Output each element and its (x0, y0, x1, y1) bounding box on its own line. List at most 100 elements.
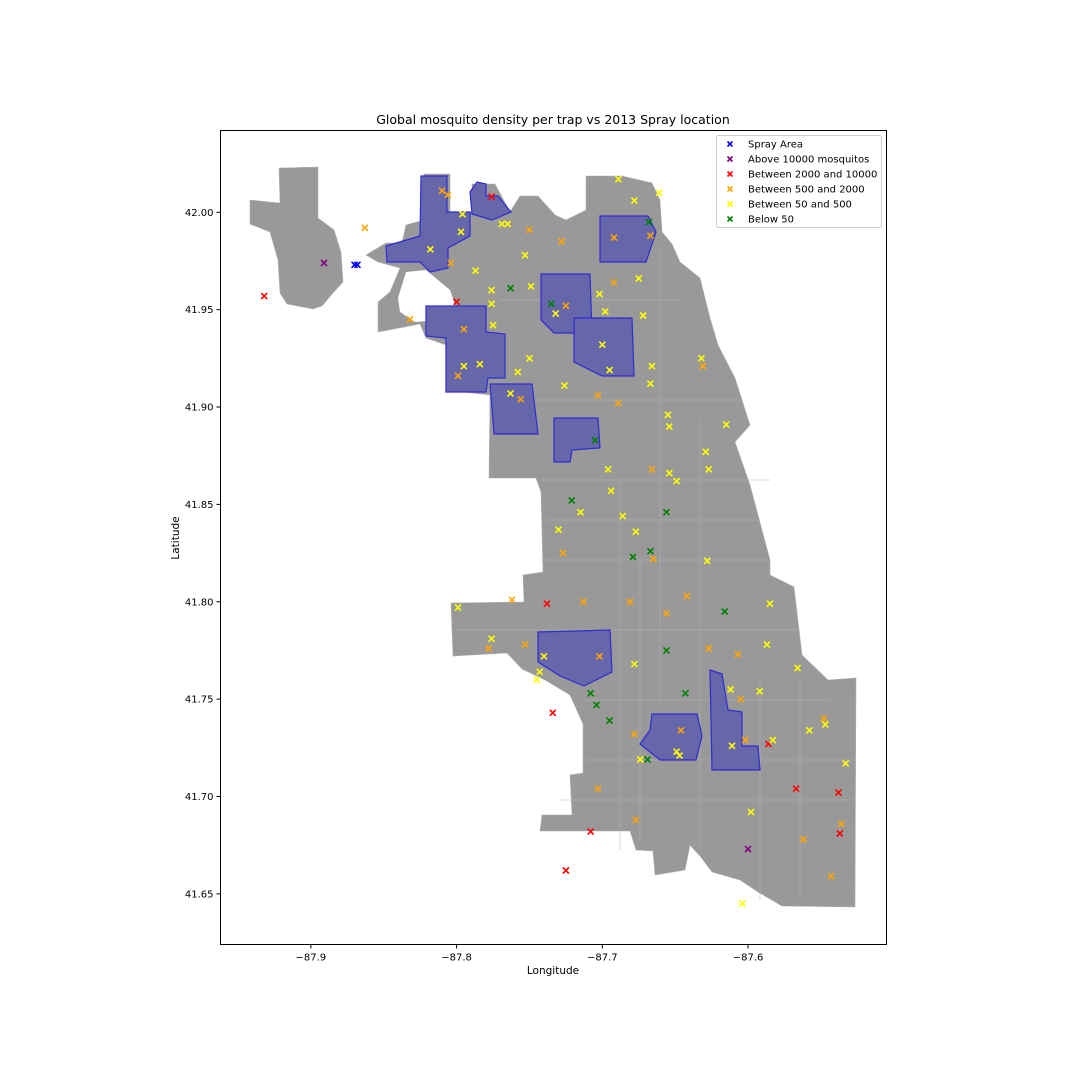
legend-box (716, 135, 882, 228)
point-between-50-and-500-39 (665, 469, 673, 477)
spray-areas (385, 175, 761, 771)
point-below-50-11 (587, 689, 595, 697)
point-between-500-and-2000-3 (444, 191, 452, 199)
point-between-50-and-500-16 (552, 309, 560, 318)
point-between-500-and-2000-30 (734, 650, 742, 658)
point-between-50-and-500-12 (476, 360, 484, 368)
point-between-500-and-2000-13 (594, 391, 602, 399)
point-between-50-and-500-6 (489, 321, 497, 329)
x-tick-label: −87.7 (587, 953, 618, 964)
point-below-50-8 (721, 607, 729, 616)
point-between-500-and-2000-18 (649, 555, 657, 563)
y-tick-label: 41.75 (185, 695, 214, 706)
point-between-50-and-500-27 (648, 362, 656, 370)
legend-label-spray-area: Spray Area (748, 140, 803, 151)
point-between-50-and-500-51 (727, 685, 735, 693)
legend-marker-between-2000-and-10000 (726, 170, 734, 178)
point-between-50-and-500-50 (630, 660, 638, 668)
point-between-500-and-2000-9 (562, 302, 570, 310)
legend-label-above-10000-mosquitos: Above 10000 mosquitos (748, 155, 869, 166)
point-between-50-and-500-18 (601, 308, 609, 316)
point-between-50-and-500-46 (487, 635, 496, 643)
point-between-50-and-500-23 (630, 197, 638, 205)
point-between-50-and-500-28 (646, 380, 654, 388)
spray-area-west (489, 383, 539, 435)
point-below-50-9 (662, 646, 671, 655)
point-between-50-and-500-31 (697, 354, 705, 362)
point-between-50-and-500-38 (632, 528, 640, 536)
legend-label-between-50-and-500: Between 50 and 500 (748, 200, 852, 211)
point-between-500-and-2000-27 (662, 609, 671, 618)
point-between-500-and-2000-26 (630, 730, 638, 738)
point-between-50-and-500-55 (805, 726, 813, 734)
spray-area-south (639, 713, 703, 761)
point-between-500-and-2000-12 (610, 278, 618, 286)
legend-marker-above-10000-mosquitos (726, 155, 734, 163)
point-between-500-and-2000-22 (521, 641, 529, 649)
point-between-50-and-500-25 (635, 274, 643, 283)
point-above-10000-mosquitos-0 (320, 259, 328, 267)
point-between-50-and-500-56 (821, 720, 829, 729)
legend-label-between-500-and-2000: Between 500 and 2000 (748, 185, 865, 196)
point-between-50-and-500-47 (540, 652, 548, 660)
point-between-50-and-500-52 (756, 687, 764, 695)
point-between-50-and-500-26 (639, 311, 647, 320)
point-between-50-and-500-10 (527, 282, 535, 290)
point-between-500-and-2000-32 (737, 695, 745, 703)
point-between-2000-and-10000-1 (487, 193, 496, 201)
point-between-50-and-500-33 (705, 465, 713, 473)
legend-marker-below-50 (726, 215, 734, 223)
point-between-500-and-2000-31 (741, 736, 749, 744)
point-between-2000-and-10000-2 (453, 298, 461, 306)
point-below-50-14 (643, 755, 652, 764)
point-below-50-6 (646, 547, 654, 555)
point-between-50-and-500-63 (747, 808, 755, 816)
point-between-500-and-2000-8 (557, 237, 566, 246)
point-between-500-and-2000-20 (508, 596, 516, 604)
legend-label-between-2000-and-10000: Between 2000 and 10000 (748, 170, 877, 181)
point-between-500-and-2000-0 (361, 224, 369, 232)
point-between-50-and-500-20 (606, 366, 614, 374)
plot-frame (220, 130, 887, 945)
point-below-50-0 (506, 284, 515, 292)
point-below-50-3 (591, 436, 599, 444)
point-between-500-and-2000-28 (683, 592, 691, 600)
y-axis-ticks: 41.65 41.70 41.75 41.80 41.85 41.90 41.95 42.00 (185, 208, 221, 900)
point-between-50-and-500-37 (619, 512, 627, 520)
point-below-50-5 (662, 508, 671, 516)
point-between-500-and-2000-6 (454, 372, 462, 380)
point-between-50-and-500-57 (842, 759, 850, 767)
point-between-50-and-500-11 (460, 362, 468, 370)
point-between-50-and-500-0 (426, 245, 434, 253)
point-between-500-and-2000-7 (525, 226, 534, 234)
point-between-50-and-500-36 (607, 487, 615, 495)
point-between-500-and-2000-37 (837, 820, 845, 828)
y-tick-label: 41.95 (185, 305, 214, 316)
legend-marker-spray-area (726, 140, 734, 148)
point-spray-area-1 (353, 261, 362, 269)
point-between-50-and-500-9 (521, 251, 529, 259)
point-between-2000-and-10000-3 (543, 600, 551, 608)
point-between-50-and-500-22 (614, 175, 622, 183)
point-between-50-and-500-42 (555, 526, 563, 534)
point-between-50-and-500-54 (794, 664, 802, 672)
legend-marker-between-500-and-2000 (726, 185, 734, 193)
point-between-500-and-2000-36 (799, 835, 807, 843)
point-between-50-and-500-34 (722, 420, 730, 429)
point-between-2000-and-10000-8 (792, 785, 800, 793)
point-between-50-and-500-4 (487, 286, 496, 294)
point-between-50-and-500-32 (702, 448, 710, 456)
point-between-50-and-500-13 (514, 368, 522, 376)
spray-area-north-2 (469, 181, 512, 221)
point-between-50-and-500-14 (525, 354, 534, 362)
point-between-50-and-500-40 (673, 477, 681, 485)
point-between-50-and-500-19 (598, 341, 606, 349)
point-between-500-and-2000-39 (820, 715, 828, 723)
legend-label-below-50: Below 50 (748, 215, 794, 226)
point-between-50-and-500-15 (506, 389, 515, 397)
point-between-500-and-2000-23 (579, 598, 587, 606)
point-between-500-and-2000-15 (646, 232, 654, 240)
point-between-50-and-500-58 (769, 736, 777, 744)
chart-title: Global mosquito density per trap vs 2013… (376, 112, 730, 127)
